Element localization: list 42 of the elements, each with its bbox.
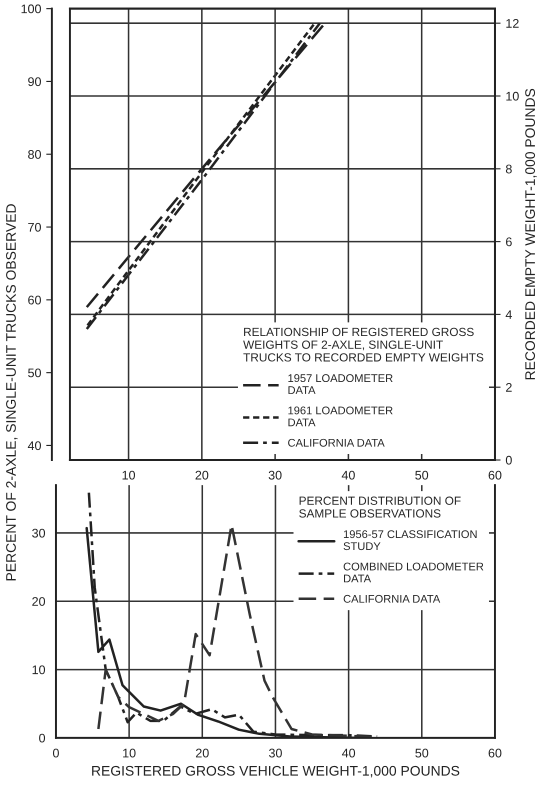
x-tick-label: 40 <box>342 470 355 480</box>
x-tick-label: 30 <box>268 748 282 758</box>
legend-label: CALIFORNIA DATA <box>344 594 440 603</box>
y-tick-label: 50 <box>28 368 41 378</box>
x-tick-label: 50 <box>415 470 428 480</box>
y-tick-label: 0 <box>39 734 46 743</box>
legend-label: CALIFORNIA DATA <box>288 438 385 447</box>
x-tick-label: 20 <box>196 470 208 480</box>
legend-label: 1957 LOADOMETER DATA <box>288 374 393 394</box>
x-axis-title: REGISTERED GROSS VEHICLE WEIGHT-1,000 POUNDS <box>92 766 460 778</box>
y2-tick-label: 6 <box>506 237 512 246</box>
y-tick-label: 30 <box>32 528 46 538</box>
y-tick-label: 90 <box>28 77 41 86</box>
x-tick-label: 0 <box>52 748 59 758</box>
y-tick-label: 100 <box>22 4 41 14</box>
x-tick-label: 40 <box>342 748 356 758</box>
y-tick-label: 70 <box>28 222 41 232</box>
y2-tick-label: 8 <box>506 164 512 174</box>
legend-label: 1961 LOADOMETER DATA <box>288 406 393 426</box>
x-tick-label: 60 <box>488 470 502 480</box>
y2-tick-label: 12 <box>506 18 519 28</box>
x-tick-label: 30 <box>268 470 282 480</box>
x-tick-label: 50 <box>415 748 428 758</box>
legend-title: PERCENT DISTRIBUTION OF SAMPLE OBSERVATIONS <box>299 496 461 518</box>
x-tick-label: 60 <box>488 748 502 758</box>
x-tick-label: 10 <box>123 748 136 758</box>
y2-axis-title: RECORDED EMPTY WEIGHT-1,000 POUNDS <box>525 88 537 380</box>
legend-title: RELATIONSHIP OF REGISTERED GROSS WEIGHTS OF 2-AXLE, SINGLE-UNIT TRUCKS TO RECORDED EMPTY WEIGHTS <box>243 328 484 362</box>
y-tick-label: 10 <box>32 665 46 674</box>
x-tick-label: 10 <box>122 470 136 480</box>
x-tick-label: 20 <box>196 748 209 758</box>
legend-label: 1956-57 CLASSIFICATION STUDY <box>344 530 477 550</box>
y-tick-label: 60 <box>28 296 41 304</box>
legend-label: COMBINED LOADOMETER DATA <box>344 562 484 582</box>
y-tick-label: 20 <box>32 597 46 606</box>
y-axis-title: PERCENT OF 2-AXLE, SINGLE-UNIT TRUCKS OBSERVED <box>6 204 18 580</box>
y2-tick-label: 2 <box>506 383 512 392</box>
y2-tick-label: 0 <box>506 456 512 465</box>
y-tick-label: 80 <box>28 150 41 159</box>
y-tick-label: 40 <box>28 441 41 450</box>
y2-tick-label: 4 <box>506 310 512 319</box>
y2-tick-label: 10 <box>506 92 519 101</box>
